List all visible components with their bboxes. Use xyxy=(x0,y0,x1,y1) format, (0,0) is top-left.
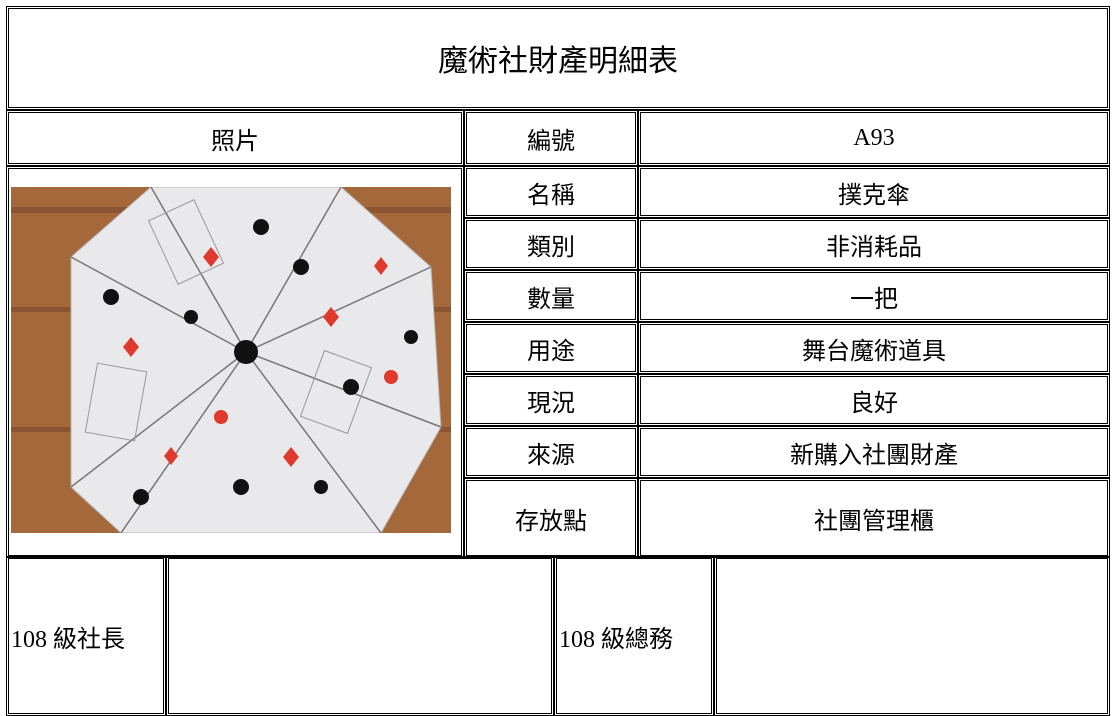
field-label: 來源 xyxy=(464,426,638,478)
field-label: 編號 xyxy=(464,110,638,166)
signature-cell xyxy=(714,556,1110,716)
field-label: 用途 xyxy=(464,322,638,374)
umbrella-photo xyxy=(11,187,451,533)
field-value: 一把 xyxy=(638,270,1110,322)
signature-cell xyxy=(166,556,554,716)
photo-header: 照片 xyxy=(6,110,464,166)
field-label: 名稱 xyxy=(464,166,638,218)
field-value: 新購入社團財產 xyxy=(638,426,1110,478)
field-value: 非消耗品 xyxy=(638,218,1110,270)
field-label: 數量 xyxy=(464,270,638,322)
footer-label: 108 級社長 xyxy=(6,556,166,716)
field-value: 撲克傘 xyxy=(638,166,1110,218)
field-value: A93 xyxy=(638,110,1110,166)
field-value: 舞台魔術道具 xyxy=(638,322,1110,374)
field-label: 存放點 xyxy=(464,478,638,558)
field-value: 社團管理櫃 xyxy=(638,478,1110,558)
sheet-title: 魔術社財產明細表 xyxy=(6,6,1110,110)
field-label: 現況 xyxy=(464,374,638,426)
photo-cell xyxy=(6,166,464,558)
footer-label: 108 級總務 xyxy=(554,556,714,716)
field-label: 類別 xyxy=(464,218,638,270)
field-value: 良好 xyxy=(638,374,1110,426)
